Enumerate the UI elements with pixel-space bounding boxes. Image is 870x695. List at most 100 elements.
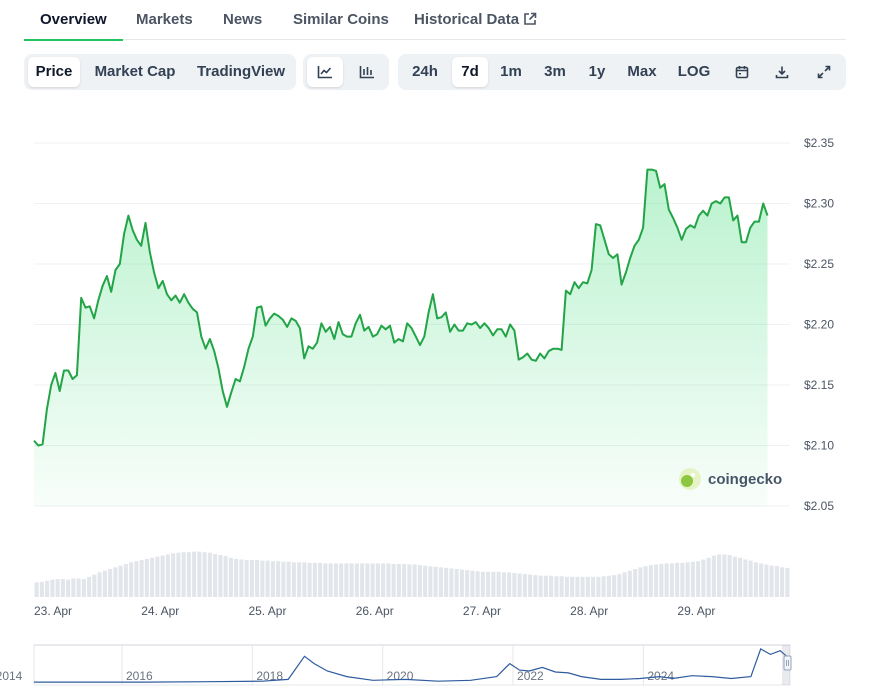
volume-bar xyxy=(249,560,254,597)
tradingview-button[interactable]: TradingView xyxy=(196,63,286,80)
volume-bar xyxy=(559,576,564,597)
volume-bar xyxy=(627,570,632,597)
volume-bar xyxy=(459,569,464,597)
volume-bar xyxy=(465,570,470,597)
navigator-year-label: 2020 xyxy=(387,669,414,683)
volume-bar xyxy=(570,576,575,597)
volume-bar xyxy=(444,567,449,597)
volume-bar xyxy=(213,553,218,597)
volume-bar xyxy=(155,556,160,597)
range-3m-button[interactable]: 3m xyxy=(544,63,566,80)
volume-bar xyxy=(97,572,102,597)
volume-bar xyxy=(139,560,144,597)
navigator-handle[interactable] xyxy=(783,655,792,671)
volume-bar xyxy=(244,560,249,597)
volume-bar xyxy=(323,563,328,597)
volume-bar xyxy=(522,574,527,597)
log-scale-button[interactable]: LOG xyxy=(677,63,711,80)
x-tick-label: 27. Apr xyxy=(463,604,501,618)
tab-historical-data[interactable]: Historical Data xyxy=(414,0,537,40)
range-1m-button[interactable]: 1m xyxy=(500,63,522,80)
volume-bar xyxy=(690,561,695,597)
volume-bar xyxy=(370,563,375,597)
price-button[interactable]: Price xyxy=(28,57,80,87)
tab-news[interactable]: News xyxy=(223,11,263,28)
external-link-icon xyxy=(524,12,537,25)
volume-bar xyxy=(160,555,165,597)
volume-bar xyxy=(60,579,65,597)
y-axis-labels: $2.35 $2.30 $2.25 $2.20 $2.15 $2.10 $2.05 xyxy=(804,136,834,513)
volume-bar xyxy=(412,564,417,597)
tab-historical-data-label: Historical Data xyxy=(414,11,520,28)
line-chart-icon xyxy=(317,66,332,79)
calendar-icon xyxy=(735,66,749,79)
volume-bar xyxy=(785,567,790,597)
x-tick-label: 26. Apr xyxy=(356,604,394,618)
volume-bar xyxy=(538,575,543,597)
volume-bar xyxy=(297,562,302,597)
range-1y-button[interactable]: 1y xyxy=(588,63,606,80)
volume-bar xyxy=(312,562,317,597)
volume-bar xyxy=(407,564,412,597)
volume-bar xyxy=(123,563,128,597)
volume-bar xyxy=(302,562,307,597)
volume-bar xyxy=(134,561,139,597)
volume-bar xyxy=(202,552,207,597)
navigator-year-label: 2022 xyxy=(517,669,544,683)
volume-bar xyxy=(333,563,338,597)
volume-bar xyxy=(480,571,485,597)
volume-bar xyxy=(102,570,107,597)
volume-bar xyxy=(260,560,265,597)
volume-bar xyxy=(438,567,443,597)
fullscreen-button[interactable] xyxy=(808,57,840,87)
volume-bar xyxy=(711,555,716,597)
y-tick-label: $2.10 xyxy=(804,439,834,453)
line-chart-button[interactable] xyxy=(307,57,343,87)
volume-bar xyxy=(50,579,55,597)
tab-overview[interactable]: Overview xyxy=(24,0,123,41)
candlestick-chart-button[interactable] xyxy=(349,57,385,87)
y-tick-label: $2.20 xyxy=(804,318,834,332)
volume-bar xyxy=(171,553,176,597)
range-max-button[interactable]: Max xyxy=(627,63,657,80)
volume-bar xyxy=(365,563,370,597)
volume-bar xyxy=(318,562,323,597)
date-range-button[interactable] xyxy=(726,57,758,87)
volume-bar xyxy=(606,575,611,597)
volume-bar xyxy=(638,567,643,597)
volume-bar xyxy=(118,565,123,597)
volume-bar xyxy=(774,566,779,597)
gecko-logo-body xyxy=(681,475,693,487)
volume-bar xyxy=(659,563,664,597)
navigator[interactable]: 2014 2016 2018 2020 2022 2024 xyxy=(0,644,792,686)
volume-bar xyxy=(507,572,512,597)
volume-bar xyxy=(339,563,344,597)
volume-bar xyxy=(391,563,396,597)
volume-bar xyxy=(386,563,391,597)
volume-bar xyxy=(622,572,627,597)
chart-mode-group: Price Market Cap TradingView xyxy=(24,54,296,90)
volume-bar xyxy=(307,562,312,597)
y-tick-label: $2.05 xyxy=(804,499,834,513)
volume-bar xyxy=(533,575,538,597)
volume-bar xyxy=(454,569,459,597)
range-7d-button[interactable]: 7d xyxy=(452,57,488,87)
volume-bar xyxy=(255,560,260,597)
volume-bar xyxy=(150,557,155,597)
volume-bar xyxy=(748,560,753,597)
volume-bar xyxy=(470,570,475,597)
range-24h-button[interactable]: 24h xyxy=(412,63,438,80)
volume-bar xyxy=(633,569,638,597)
volume-bar xyxy=(759,563,764,597)
download-button[interactable] xyxy=(766,57,798,87)
chart-style-group xyxy=(303,54,389,90)
coingecko-watermark: coingecko xyxy=(679,468,782,490)
tab-similar-coins[interactable]: Similar Coins xyxy=(293,11,389,28)
market-cap-button[interactable]: Market Cap xyxy=(94,63,176,80)
price-chart[interactable]: $2.35 $2.30 $2.25 $2.20 $2.15 $2.10 $2.05 23. … xyxy=(0,100,870,695)
volume-bar xyxy=(486,571,491,597)
volume-bar xyxy=(354,563,359,597)
volume-bar xyxy=(223,556,228,597)
tab-markets[interactable]: Markets xyxy=(136,11,193,28)
x-tick-label: 23. Apr xyxy=(34,604,72,618)
